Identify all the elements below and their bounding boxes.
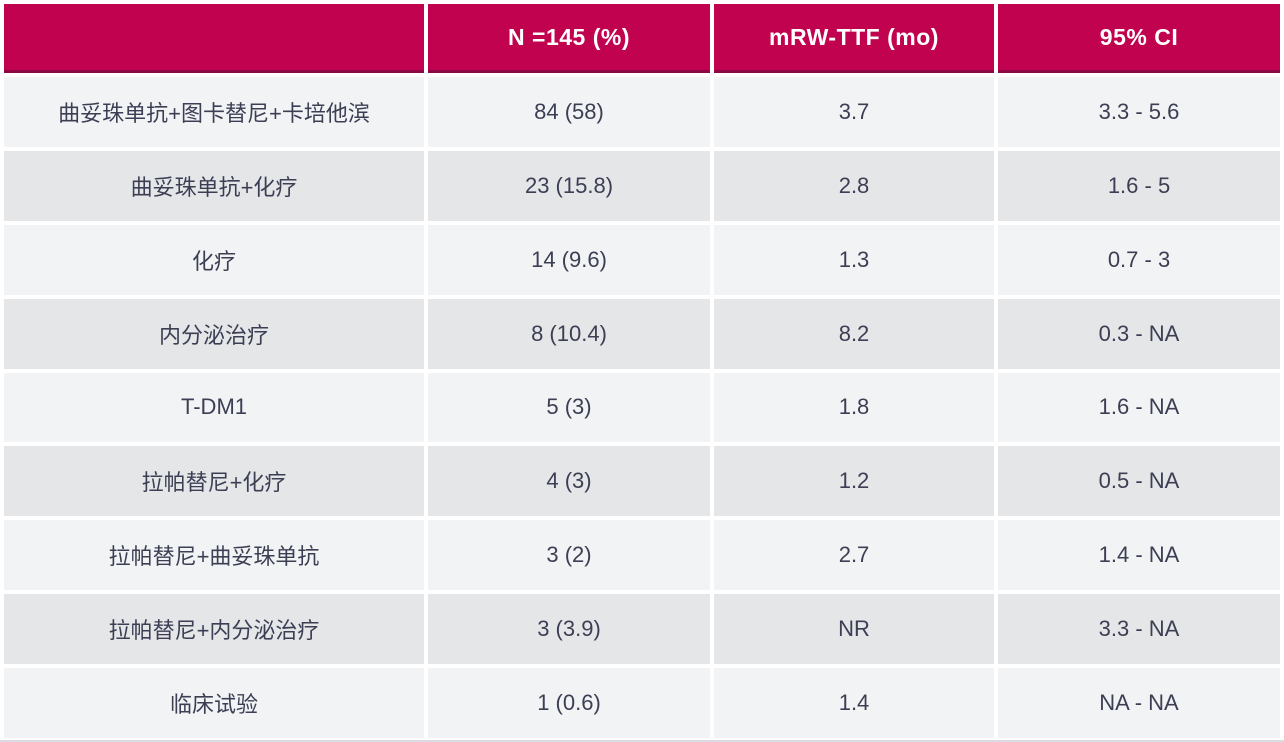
cell-treatment: 曲妥珠单抗+图卡替尼+卡培他滨	[4, 77, 424, 147]
header-ci-column: 95% CI	[998, 4, 1280, 73]
cell-ttf: 1.8	[714, 372, 994, 443]
table-row: 临床试验 1 (0.6) 1.4 NA - NA	[4, 668, 1280, 738]
bottom-edge-divider	[0, 740, 1284, 742]
header-ttf-column: mRW-TTF (mo)	[714, 4, 994, 73]
cell-ci: 3.3 - NA	[998, 594, 1280, 664]
header-n-column: N =145 (%)	[428, 4, 710, 73]
cell-ci: 0.5 - NA	[998, 446, 1280, 517]
cell-n-percent: 3 (2)	[428, 520, 710, 591]
cell-n-percent: 5 (3)	[428, 372, 710, 443]
table-row: 拉帕替尼+曲妥珠单抗 3 (2) 2.7 1.4 - NA	[4, 520, 1280, 591]
cell-n-percent: 1 (0.6)	[428, 668, 710, 738]
table-body: 曲妥珠单抗+图卡替尼+卡培他滨 84 (58) 3.7 3.3 - 5.6 曲妥珠单抗+…	[4, 77, 1280, 738]
cell-ttf: 1.2	[714, 446, 994, 517]
table-row: 拉帕替尼+化疗 4 (3) 1.2 0.5 - NA	[4, 446, 1280, 517]
table-row: 曲妥珠单抗+化疗 23 (15.8) 2.8 1.6 - 5	[4, 150, 1280, 221]
table-row: T-DM1 5 (3) 1.8 1.6 - NA	[4, 372, 1280, 443]
cell-ttf: 1.4	[714, 668, 994, 738]
table-row: 曲妥珠单抗+图卡替尼+卡培他滨 84 (58) 3.7 3.3 - 5.6	[4, 77, 1280, 147]
cell-ttf: 3.7	[714, 77, 994, 147]
table-row: 拉帕替尼+内分泌治疗 3 (3.9) NR 3.3 - NA	[4, 594, 1280, 664]
cell-treatment: 内分泌治疗	[4, 298, 424, 369]
cell-n-percent: 3 (3.9)	[428, 594, 710, 664]
cell-treatment: 曲妥珠单抗+化疗	[4, 150, 424, 221]
cell-treatment: 拉帕替尼+内分泌治疗	[4, 594, 424, 664]
cell-ttf: 2.8	[714, 150, 994, 221]
cell-ci: 1.6 - 5	[998, 150, 1280, 221]
cell-n-percent: 14 (9.6)	[428, 224, 710, 295]
cell-n-percent: 23 (15.8)	[428, 150, 710, 221]
cell-ci: 0.3 - NA	[998, 298, 1280, 369]
cell-n-percent: 4 (3)	[428, 446, 710, 517]
cell-ci: 0.7 - 3	[998, 224, 1280, 295]
table-row: 化疗 14 (9.6) 1.3 0.7 - 3	[4, 224, 1280, 295]
cell-treatment: 拉帕替尼+曲妥珠单抗	[4, 520, 424, 591]
header-treatment-column	[4, 4, 424, 73]
cell-treatment: T-DM1	[4, 372, 424, 443]
cell-ttf: 8.2	[714, 298, 994, 369]
cell-ttf: 1.3	[714, 224, 994, 295]
cell-n-percent: 8 (10.4)	[428, 298, 710, 369]
table-header-row: N =145 (%) mRW-TTF (mo) 95% CI	[4, 4, 1280, 73]
cell-ttf: 2.7	[714, 520, 994, 591]
table-row: 内分泌治疗 8 (10.4) 8.2 0.3 - NA	[4, 298, 1280, 369]
cell-treatment: 化疗	[4, 224, 424, 295]
cell-ci: 1.4 - NA	[998, 520, 1280, 591]
cell-treatment: 拉帕替尼+化疗	[4, 446, 424, 517]
cell-ci: 3.3 - 5.6	[998, 77, 1280, 147]
cell-ci: 1.6 - NA	[998, 372, 1280, 443]
cell-n-percent: 84 (58)	[428, 77, 710, 147]
cell-ttf: NR	[714, 594, 994, 664]
cell-treatment: 临床试验	[4, 668, 424, 738]
cell-ci: NA - NA	[998, 668, 1280, 738]
